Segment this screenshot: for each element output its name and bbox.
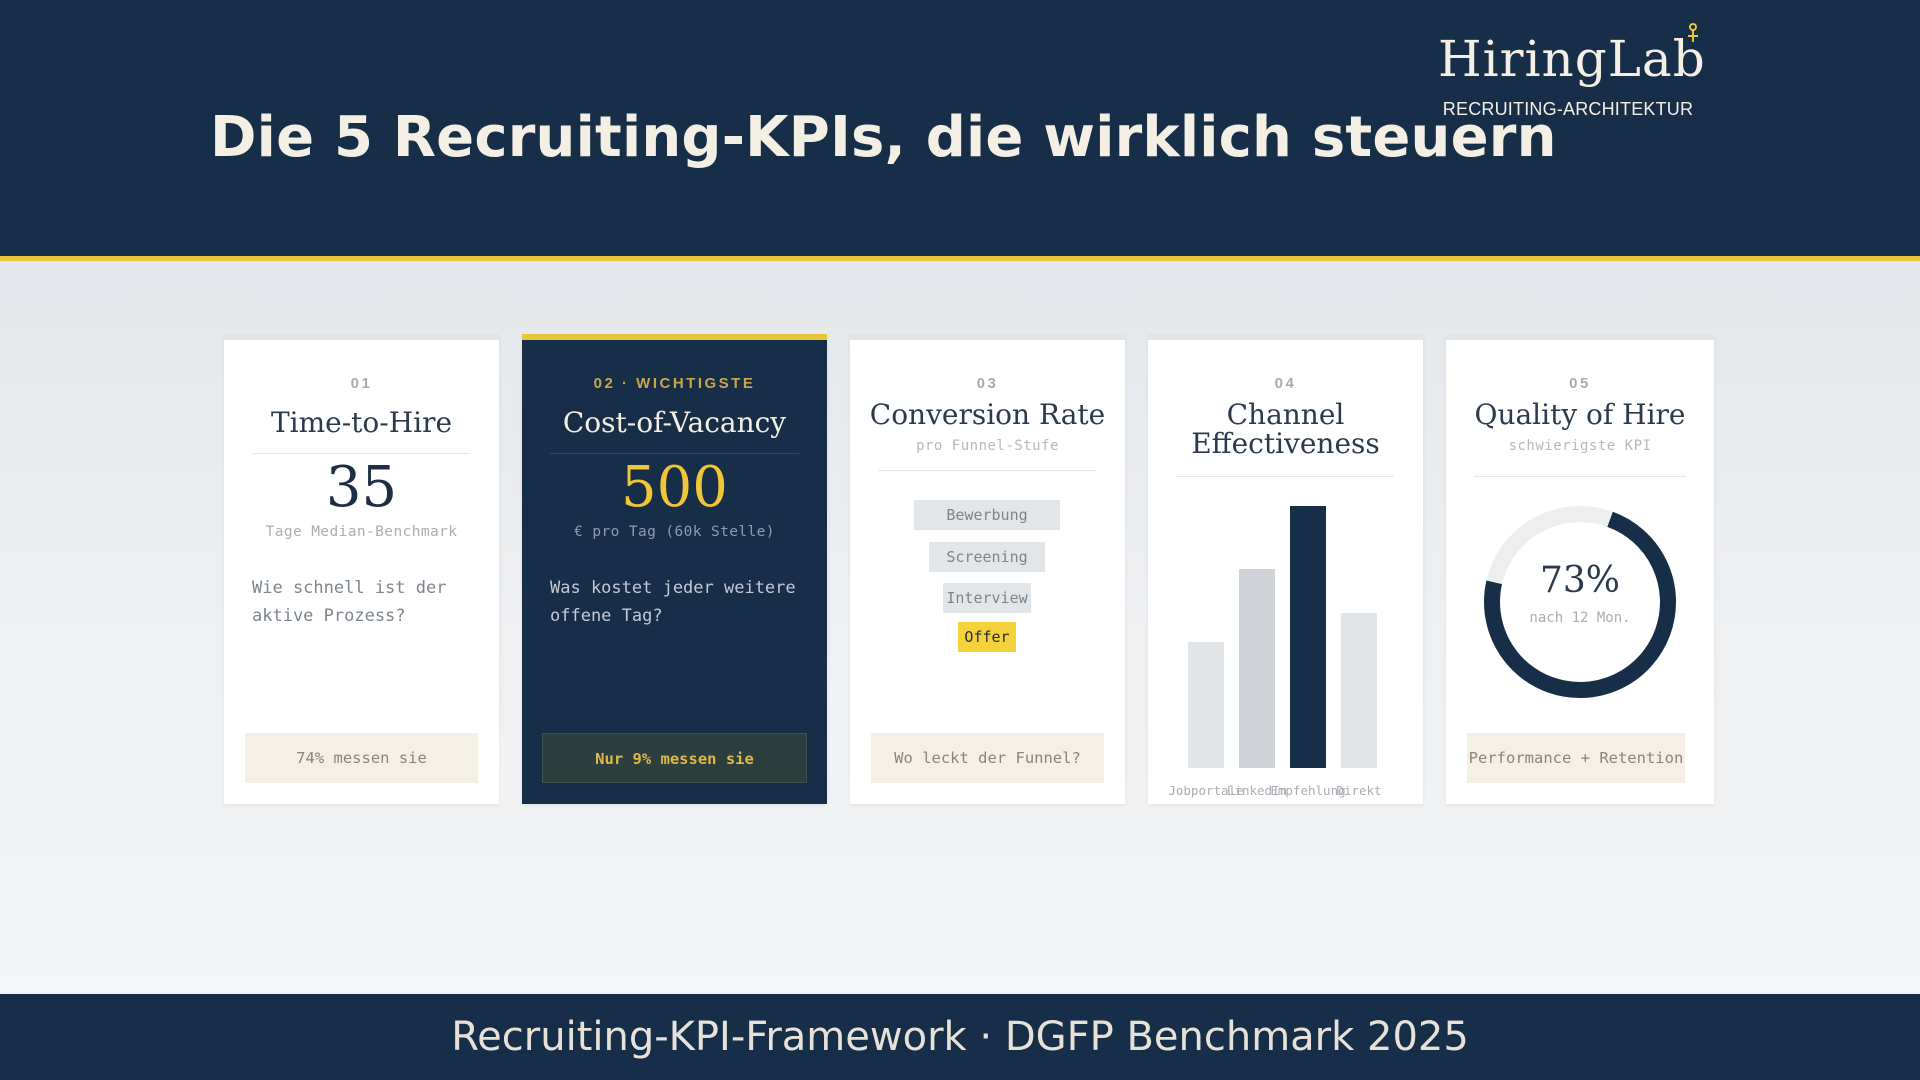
logo: HiringLab RECRUITING-ARCHITEKTUR <box>1438 22 1706 132</box>
logo-name: HiringLab <box>1438 30 1706 88</box>
channel-label-0: Jobportale <box>1168 783 1244 798</box>
page-title: Die 5 Recruiting-KPIs, die wirklich steu… <box>210 105 1557 170</box>
channel-label-2: Empfehlung <box>1270 783 1346 798</box>
quality-gauge <box>1484 505 1676 698</box>
divider <box>550 453 799 454</box>
card-number: 01 <box>350 375 373 392</box>
kpi-unit: € pro Tag (60k Stelle) <box>574 524 775 540</box>
kpi-unit: Tage Median-Benchmark <box>265 524 458 540</box>
gauge-value: 73% <box>1539 560 1620 601</box>
funnel-step-offer: Offer <box>958 622 1016 652</box>
card-number: 03 <box>976 375 999 392</box>
channel-label-1: LinkedIn <box>1226 783 1288 798</box>
divider <box>878 470 1096 471</box>
kpi-footer-badge: Performance + Retention <box>1467 733 1685 783</box>
kpi-card-quality-of-hire: 05 Quality of Hire schwierigste KPI 73% … <box>1446 334 1714 804</box>
channel-bar-2 <box>1290 506 1326 768</box>
card-number: 04 <box>1274 375 1297 392</box>
channel-bar-0 <box>1188 642 1224 768</box>
footer-bar: Recruiting-KPI-Framework · DGFP Benchmar… <box>0 994 1920 1080</box>
channel-label-3: Direkt <box>1336 783 1382 798</box>
kpi-card-cost-of-vacancy: 02 · WICHTIGSTE Cost-of-Vacancy 500 € pr… <box>522 334 827 804</box>
kpi-footer-badge: Nur 9% messen sie <box>542 733 807 783</box>
divider <box>252 453 470 454</box>
logo-tagline: RECRUITING-ARCHITEKTUR <box>1442 99 1694 119</box>
card-title: Conversion Rate <box>869 398 1106 431</box>
kpi-footer-badge: Wo leckt der Funnel? <box>871 733 1104 783</box>
gauge-subtitle: nach 12 Mon. <box>1529 610 1631 626</box>
kpi-question: Wie schnell ist der aktive Prozess? <box>252 578 447 626</box>
funnel-step-bewerbung: Bewerbung <box>914 500 1060 530</box>
gauge-arc <box>1484 505 1676 698</box>
card-subtitle: schwierigste KPI <box>1508 438 1652 454</box>
kpi-question: Was kostet jeder weitere offene Tag? <box>550 578 796 626</box>
kpi-footer-badge: 74% messen sie <box>245 733 478 783</box>
card-title: Time-to-Hire <box>270 406 453 439</box>
card-subtitle: pro Funnel-Stufe <box>916 438 1059 454</box>
divider <box>1176 476 1394 477</box>
logo-mark-icon <box>1688 23 1698 42</box>
funnel-step-interview: Interview <box>943 583 1031 613</box>
card-title: Quality of Hire <box>1474 398 1686 431</box>
kpi-card-time-to-hire: 01 Time-to-Hire 35 Tage Median-Benchmark… <box>224 334 499 804</box>
card-title-line-2: Effectiveness <box>1191 427 1380 460</box>
header-banner <box>0 0 1920 256</box>
card-number: 05 <box>1569 375 1591 392</box>
funnel-step-screening: Screening <box>929 542 1045 572</box>
card-title-line-1: Channel <box>1226 398 1345 431</box>
header-accent-line <box>0 256 1920 261</box>
channel-bar-3 <box>1341 613 1377 768</box>
divider <box>1474 476 1686 477</box>
kpi-value: 35 <box>325 455 398 520</box>
kpi-value: 500 <box>621 455 728 520</box>
card-title: Cost-of-Vacancy <box>562 406 787 439</box>
kpi-card-channel-effectiveness: 04 Channel Effectiveness Jobportale Linke… <box>1148 334 1423 804</box>
channel-bar-1 <box>1239 569 1275 768</box>
card-number: 02 · WICHTIGSTE <box>593 375 756 392</box>
kpi-card-conversion-rate: 03 Conversion Rate pro Funnel-Stufe Bewe… <box>850 334 1125 804</box>
